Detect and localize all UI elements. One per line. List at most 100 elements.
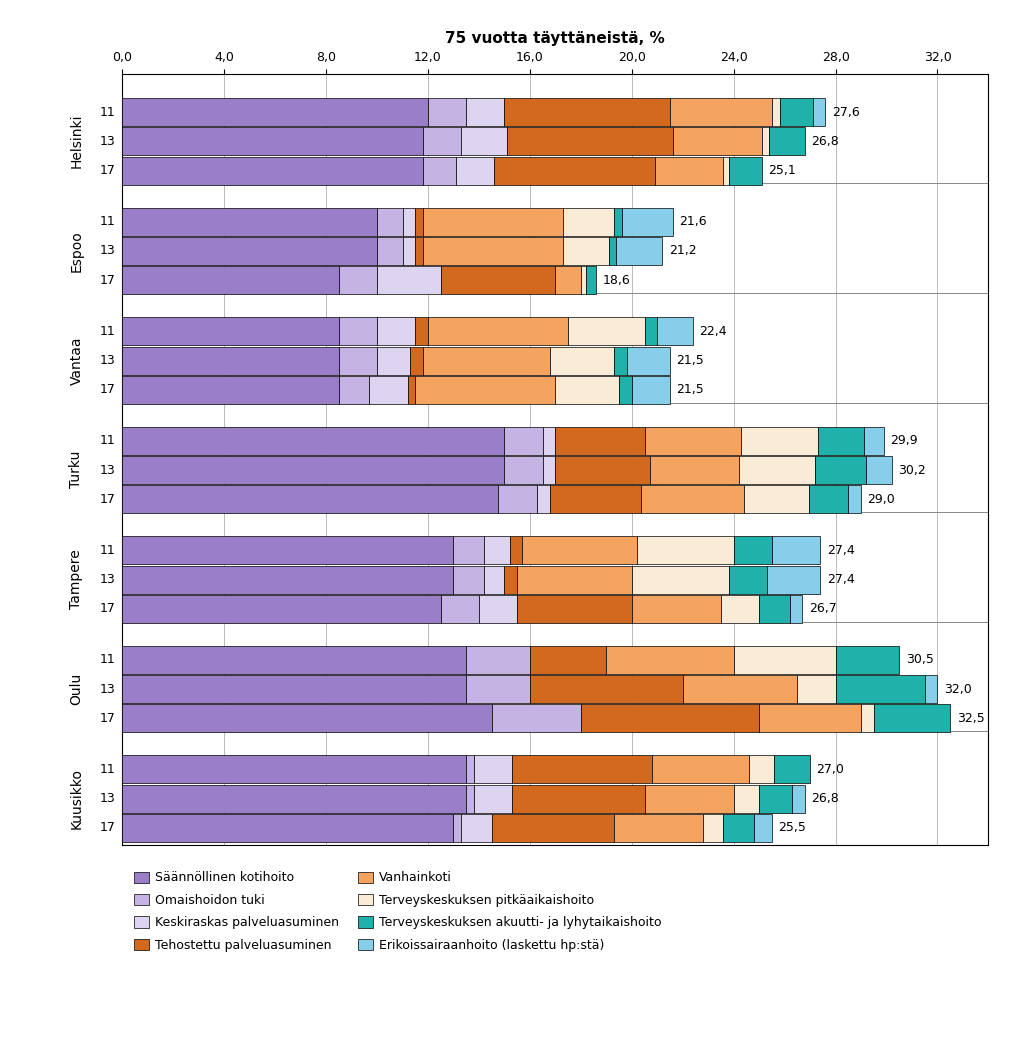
Bar — [627, 346, 669, 375]
Bar — [423, 346, 550, 375]
Bar — [759, 595, 790, 623]
Bar — [377, 317, 415, 345]
Bar — [504, 427, 542, 455]
Bar — [866, 456, 892, 484]
Bar — [479, 595, 517, 623]
Bar — [555, 456, 650, 484]
Bar — [586, 266, 596, 295]
Bar — [122, 237, 377, 265]
Text: 11: 11 — [100, 762, 116, 776]
Bar — [415, 208, 423, 235]
Bar — [613, 208, 622, 235]
Bar — [555, 427, 644, 455]
Bar — [537, 486, 550, 513]
Bar — [338, 317, 377, 345]
Bar — [122, 128, 423, 155]
Bar — [562, 237, 608, 265]
Bar — [504, 98, 669, 126]
Bar — [741, 427, 817, 455]
Bar — [122, 675, 466, 703]
Text: 27,4: 27,4 — [826, 544, 854, 557]
Bar — [792, 785, 805, 813]
Bar — [863, 427, 883, 455]
Bar — [122, 755, 466, 784]
Bar — [122, 704, 491, 733]
Bar — [745, 486, 809, 513]
Bar — [703, 814, 723, 842]
Bar — [466, 646, 530, 674]
Text: 27,4: 27,4 — [826, 573, 854, 586]
Bar — [654, 156, 723, 185]
Bar — [403, 237, 416, 265]
Bar — [774, 755, 810, 784]
Text: 25,5: 25,5 — [779, 822, 806, 834]
Bar — [517, 566, 632, 593]
Bar — [780, 98, 813, 126]
Bar — [506, 128, 673, 155]
Text: Espoo: Espoo — [69, 230, 84, 271]
Bar — [754, 814, 771, 842]
Bar — [461, 128, 506, 155]
Text: 27,6: 27,6 — [832, 106, 859, 118]
Bar — [504, 456, 542, 484]
Bar — [616, 237, 662, 265]
Bar — [453, 536, 484, 564]
Bar — [122, 317, 338, 345]
Bar — [415, 237, 423, 265]
Bar — [619, 376, 632, 403]
Bar — [423, 208, 562, 235]
Bar — [491, 814, 613, 842]
Bar — [512, 785, 644, 813]
Text: 13: 13 — [100, 573, 116, 586]
Bar — [815, 456, 866, 484]
Bar — [122, 595, 440, 623]
Text: 25,1: 25,1 — [768, 165, 796, 177]
X-axis label: 75 vuotta täyttäneistä, %: 75 vuotta täyttäneistä, % — [445, 31, 665, 45]
Bar — [836, 675, 924, 703]
Bar — [338, 346, 377, 375]
Bar — [474, 755, 512, 784]
Bar — [474, 785, 512, 813]
Bar — [606, 646, 734, 674]
Text: 13: 13 — [100, 682, 116, 696]
Bar — [734, 536, 771, 564]
Bar — [512, 755, 652, 784]
Bar — [809, 486, 848, 513]
Text: 29,0: 29,0 — [867, 493, 895, 506]
Bar — [510, 536, 522, 564]
Bar — [530, 675, 683, 703]
Text: 17: 17 — [100, 712, 116, 724]
Bar — [550, 346, 613, 375]
Bar — [771, 98, 780, 126]
Bar — [542, 427, 555, 455]
Bar — [673, 128, 761, 155]
Text: 17: 17 — [100, 493, 116, 506]
Bar — [761, 128, 769, 155]
Bar — [530, 646, 606, 674]
Bar — [683, 675, 797, 703]
Text: 13: 13 — [100, 135, 116, 148]
Bar — [734, 785, 759, 813]
Bar — [122, 456, 504, 484]
Legend: Säännöllinen kotihoito, Omaishoidon tuki, Keskiraskas palveluasuminen, Tehostett: Säännöllinen kotihoito, Omaishoidon tuki… — [128, 867, 666, 957]
Text: 30,2: 30,2 — [898, 464, 925, 476]
Bar — [723, 156, 729, 185]
Bar — [766, 566, 820, 593]
Bar — [723, 814, 754, 842]
Bar — [122, 486, 498, 513]
Bar — [657, 317, 693, 345]
Text: 11: 11 — [100, 434, 116, 448]
Bar — [652, 755, 749, 784]
Bar — [632, 595, 720, 623]
Bar — [491, 704, 581, 733]
Text: Helsinki: Helsinki — [69, 114, 84, 168]
Bar — [644, 785, 734, 813]
Bar — [581, 266, 586, 295]
Bar — [522, 536, 637, 564]
Bar — [759, 785, 793, 813]
Text: 26,8: 26,8 — [811, 135, 839, 148]
Text: 11: 11 — [100, 215, 116, 228]
Bar — [122, 156, 423, 185]
Bar — [644, 427, 741, 455]
Bar — [122, 566, 453, 593]
